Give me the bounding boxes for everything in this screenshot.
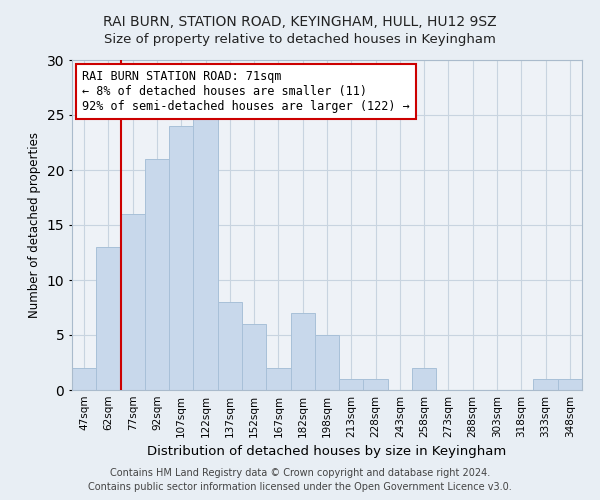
Bar	[558, 379, 582, 390]
Bar	[364, 379, 388, 390]
Bar	[72, 368, 96, 390]
Bar	[290, 313, 315, 390]
Bar	[266, 368, 290, 390]
Text: Size of property relative to detached houses in Keyingham: Size of property relative to detached ho…	[104, 32, 496, 46]
Bar	[193, 115, 218, 390]
Bar	[315, 335, 339, 390]
Bar	[169, 126, 193, 390]
Bar	[533, 379, 558, 390]
Bar	[121, 214, 145, 390]
Y-axis label: Number of detached properties: Number of detached properties	[28, 132, 41, 318]
Bar	[218, 302, 242, 390]
X-axis label: Distribution of detached houses by size in Keyingham: Distribution of detached houses by size …	[148, 446, 506, 458]
Bar	[96, 247, 121, 390]
Bar	[412, 368, 436, 390]
Text: RAI BURN, STATION ROAD, KEYINGHAM, HULL, HU12 9SZ: RAI BURN, STATION ROAD, KEYINGHAM, HULL,…	[103, 15, 497, 29]
Bar	[145, 159, 169, 390]
Bar	[242, 324, 266, 390]
Text: Contains HM Land Registry data © Crown copyright and database right 2024.
Contai: Contains HM Land Registry data © Crown c…	[88, 468, 512, 492]
Text: RAI BURN STATION ROAD: 71sqm
← 8% of detached houses are smaller (11)
92% of sem: RAI BURN STATION ROAD: 71sqm ← 8% of det…	[82, 70, 410, 113]
Bar	[339, 379, 364, 390]
